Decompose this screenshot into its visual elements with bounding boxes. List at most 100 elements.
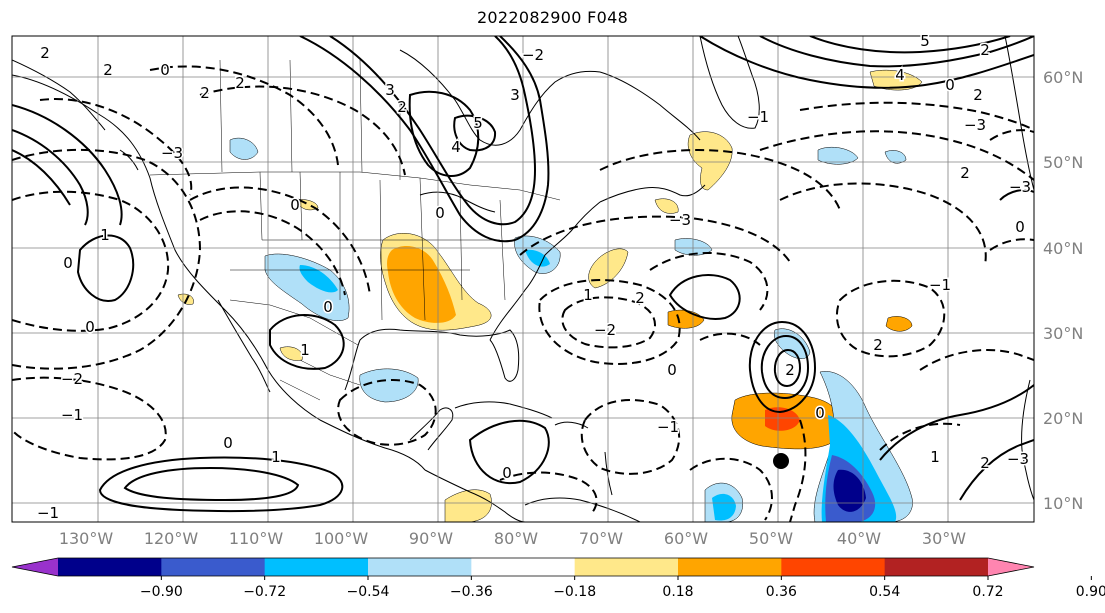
colorbar-segment <box>264 558 369 576</box>
lon-label: 60°W <box>664 529 708 548</box>
contour-hurricane-inner <box>773 348 802 388</box>
contour-label: 0 <box>63 254 73 272</box>
labrador-coast <box>599 71 701 141</box>
contour-label: −1 <box>747 108 769 126</box>
map-title: 2022082900 F048 <box>476 8 629 27</box>
contour-label: 2 <box>40 44 50 62</box>
contour-pacific-low-inner <box>123 466 300 502</box>
colorbar-segment <box>678 558 782 576</box>
latitude-axis: 60°N 50°N 40°N 30°N 20°N 10°N <box>1043 68 1083 513</box>
contour-label: 0 <box>435 204 445 222</box>
negative-anomaly-south-atlantic-core <box>712 493 736 521</box>
contour-label: 2 <box>103 61 113 79</box>
contour-neg-pacific-1 <box>12 190 170 332</box>
lon-label: 40°W <box>837 529 881 548</box>
contour-label: 2 <box>785 361 795 379</box>
contour-north-trough-1 <box>299 36 550 243</box>
contour-neg-east-4 <box>989 129 1034 141</box>
colorbar-segment <box>471 558 576 576</box>
colorbar-tick-label: 0.18 <box>662 584 693 600</box>
contour-label: 0 <box>1015 218 1025 236</box>
contour-label: 2 <box>980 454 990 472</box>
lon-label: 90°W <box>409 529 453 548</box>
colorbar-tick-label: 0.90 <box>1076 584 1105 600</box>
lon-label: 110°W <box>229 529 284 548</box>
lat-label: 40°N <box>1043 239 1083 258</box>
positive-anomaly-atlantic-core <box>765 407 800 431</box>
contour-east-europe <box>999 189 1034 201</box>
contour-neg-pacific-2 <box>12 148 202 370</box>
contour-label: −3 <box>964 116 986 134</box>
canada-province-lines <box>219 59 401 180</box>
colorbar-tick-label: 0.72 <box>972 584 1003 600</box>
contour-pacific-low-outer <box>98 456 344 513</box>
contour-hurricane-outer <box>748 320 817 414</box>
colorbar-segment <box>781 558 886 576</box>
colorbar-tick-label: −0.72 <box>243 584 286 600</box>
lat-label: 60°N <box>1043 68 1083 87</box>
hispaniola <box>554 421 589 429</box>
positive-anomaly-small-4 <box>279 346 303 361</box>
contour-northeast-atlantic-2 <box>759 36 1034 68</box>
colorbar-extend-max <box>988 558 1034 576</box>
colorbar-tick-label: 0.36 <box>766 584 797 600</box>
contour-neg-us-2 <box>189 186 371 296</box>
contour-label: 0 <box>945 76 955 94</box>
contour-northwest-1 <box>12 129 89 226</box>
colorbar-tick-label: 0.54 <box>869 584 900 600</box>
contour-label: 0 <box>502 464 512 482</box>
colorbar-segment <box>58 558 162 576</box>
contour-label: 2 <box>235 74 245 92</box>
mexico-states <box>279 359 361 401</box>
contour-label: 0 <box>85 318 95 336</box>
contour-north-trough-3 <box>408 90 480 177</box>
contour-northwest-coast-1 <box>12 149 71 206</box>
political-boundaries <box>149 59 561 401</box>
positive-anomaly-caribbean <box>444 489 492 522</box>
contour-label: 2 <box>200 84 210 102</box>
contour-east-africa-2 <box>959 439 1034 501</box>
contour-neg-pacific-3 <box>12 376 167 461</box>
contour-west-low <box>76 234 135 302</box>
lon-label: 50°W <box>749 529 793 548</box>
contours-positive <box>12 36 1034 513</box>
contour-label: −3 <box>669 211 691 229</box>
colorbar-segment <box>884 558 989 576</box>
contour-label: 1 <box>300 341 310 359</box>
contour-neg-atlantic-2 <box>561 296 656 349</box>
positive-anomaly-small-7 <box>654 198 679 214</box>
contour-neg-us-1 <box>199 210 346 296</box>
colorbar: −0.90 −0.72 −0.54 −0.36 −0.18 0.18 0.36 0.54 0.7… <box>11 557 1105 600</box>
coastlines <box>12 36 1034 522</box>
baja-california <box>217 299 271 393</box>
contour-label: 2 <box>873 336 883 354</box>
contour-neg-caribbean-1 <box>580 399 681 475</box>
contour-label: −2 <box>594 321 616 339</box>
maritime-canada <box>599 184 706 203</box>
contour-label: 3 <box>510 86 520 104</box>
contour-label: −1 <box>61 406 83 424</box>
lon-label: 70°W <box>579 529 623 548</box>
hudson-bay-south <box>399 49 601 146</box>
contour-label: 3 <box>385 81 395 99</box>
contour-neg-atlantic-3 <box>519 215 791 263</box>
contour-north-trough-4 <box>453 114 497 152</box>
contour-label: 1 <box>271 448 281 466</box>
negative-anomaly-northeast-us-core <box>525 249 550 267</box>
contour-label: −3 <box>1007 450 1029 468</box>
positive-anomaly-newfoundland <box>687 131 733 191</box>
contour-neg-gulf-1 <box>499 471 598 516</box>
negative-anomaly-small <box>674 238 713 256</box>
map-area <box>12 36 1034 522</box>
map-frame <box>11 35 1035 523</box>
colorbar-extend-min <box>12 558 58 576</box>
longitude-axis: 130°W 120°W 110°W 100°W 90°W 80°W 70°W 6… <box>59 529 966 548</box>
contour-east-africa-1 <box>879 384 1034 461</box>
contour-label: −3 <box>161 144 183 162</box>
contour-sw-low <box>269 313 345 370</box>
contour-neg-mid-atlantic-4 <box>799 101 1034 131</box>
negative-anomaly-pacific-north <box>229 137 259 160</box>
contour-label: 2 <box>397 98 407 116</box>
